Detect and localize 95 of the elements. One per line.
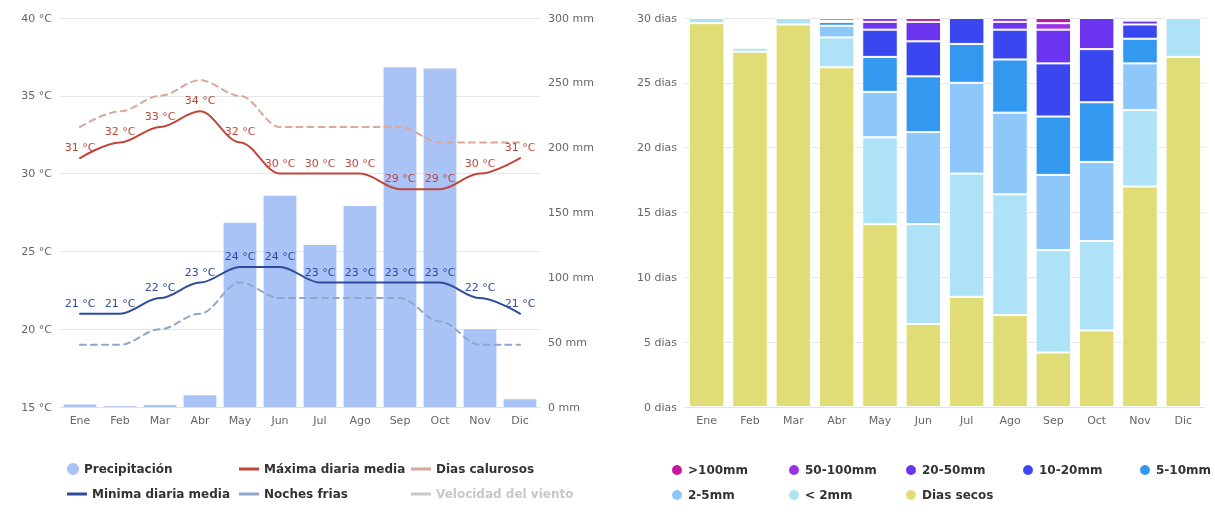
- legend-label: Minima diaria media: [92, 487, 231, 501]
- y-tick-label: 30 °C: [21, 167, 53, 181]
- x-tick-label: Ene: [69, 414, 91, 427]
- bar: [63, 404, 97, 407]
- legend-label: Dias calurosos: [436, 462, 535, 476]
- data-label: 22 °C: [464, 281, 496, 295]
- x-tick-label: Abr: [190, 414, 210, 427]
- y-tick-label: 20 dias: [636, 141, 678, 155]
- legend-label: < 2mm: [805, 488, 853, 502]
- legend-label: 10-20mm: [1039, 463, 1103, 477]
- y-tick-label: 10 dias: [636, 270, 678, 284]
- x-tick-label: Nov: [1129, 414, 1152, 427]
- x-tick-label: Nov: [469, 414, 492, 427]
- line-series: [79, 265, 521, 315]
- line-series: [79, 281, 521, 346]
- bar: [223, 222, 257, 407]
- y-tick-label: 15 dias: [636, 206, 678, 219]
- data-label: 22 °C: [144, 281, 176, 295]
- x-tick-label: Oct: [430, 414, 451, 427]
- y2-tick-label: 200 mm: [548, 141, 594, 155]
- y2-tick-label: 250 mm: [548, 76, 594, 90]
- x-tick-label: Dic: [511, 414, 529, 427]
- bar: [503, 399, 537, 407]
- y-tick-label: 0 dias: [643, 400, 678, 414]
- legend-label: Dias secos: [922, 488, 994, 502]
- y-tick-label: 30 dias: [636, 11, 678, 25]
- y2-tick-label: 100 mm: [548, 270, 594, 284]
- x-tick-label: Jul: [312, 414, 327, 427]
- x-tick-label: May: [868, 414, 892, 427]
- data-label: 33 °C: [144, 109, 176, 123]
- x-tick-label: Mar: [149, 414, 171, 427]
- data-label: 31 °C: [64, 141, 96, 155]
- data-label: 30 °C: [304, 156, 336, 170]
- data-label: 31 °C: [504, 141, 536, 155]
- legend-label: Precipitación: [84, 462, 173, 476]
- legend-label: 2-5mm: [688, 488, 735, 502]
- x-tick-label: Ago: [999, 414, 1021, 427]
- bar: [343, 206, 377, 407]
- x-tick-label: Ene: [696, 414, 718, 427]
- data-label: 23 °C: [184, 265, 216, 279]
- x-tick-label: Feb: [110, 414, 130, 427]
- bar: [423, 68, 457, 407]
- data-label: 32 °C: [224, 125, 256, 139]
- data-label: 30 °C: [464, 156, 496, 170]
- x-tick-label: Sep: [389, 414, 411, 427]
- line-series: [79, 110, 521, 191]
- y2-tick-label: 50 mm: [548, 335, 587, 349]
- bar: [263, 195, 297, 407]
- y-tick-label: 15 °C: [21, 400, 53, 414]
- x-tick-label: Ago: [349, 414, 371, 427]
- x-tick-label: Sep: [1042, 414, 1064, 427]
- line-series: [79, 79, 521, 144]
- bar: [183, 395, 217, 407]
- data-label: 23 °C: [384, 265, 416, 279]
- data-label: 24 °C: [224, 249, 256, 263]
- legend-label: >100mm: [688, 463, 749, 477]
- data-label: 29 °C: [424, 172, 456, 186]
- legend-label: Noches frias: [264, 487, 348, 501]
- data-label: 32 °C: [104, 125, 136, 139]
- y-tick-label: 25 dias: [636, 76, 678, 90]
- legend-label: Máxima diaria media: [264, 462, 406, 476]
- data-label: 34 °C: [184, 94, 216, 108]
- x-tick-label: Feb: [740, 414, 760, 427]
- bar: [383, 67, 417, 407]
- bar: [303, 244, 337, 407]
- x-tick-label: Oct: [1087, 414, 1107, 427]
- data-label: 30 °C: [344, 156, 376, 170]
- x-tick-label: Jun: [913, 414, 932, 427]
- data-label: 24 °C: [264, 249, 296, 263]
- y-tick-label: 5 dias: [643, 335, 678, 349]
- x-tick-label: Mar: [782, 414, 805, 427]
- y-tick-label: 40 °C: [21, 11, 53, 25]
- bar: [463, 329, 497, 407]
- x-tick-label: May: [228, 414, 252, 427]
- y-tick-label: 20 °C: [21, 322, 53, 336]
- bar: [732, 51, 768, 407]
- y2-tick-label: 300 mm: [548, 11, 594, 25]
- x-tick-label: Abr: [827, 414, 847, 427]
- data-label: 30 °C: [264, 156, 296, 170]
- legend-label: 5-10mm: [1156, 463, 1212, 477]
- y2-tick-label: 150 mm: [548, 206, 594, 219]
- y-tick-label: 35 °C: [21, 89, 53, 103]
- x-tick-label: Jun: [270, 414, 289, 427]
- data-label: 29 °C: [384, 172, 416, 186]
- data-label: 23 °C: [344, 265, 376, 279]
- data-label: 21 °C: [64, 296, 96, 310]
- y-tick-label: 25 °C: [21, 244, 53, 258]
- legend-label: 20-50mm: [922, 463, 986, 477]
- x-tick-label: Dic: [1174, 414, 1193, 427]
- data-label: 23 °C: [424, 265, 456, 279]
- data-label: 21 °C: [104, 296, 136, 310]
- legend-label: 50-100mm: [805, 463, 877, 477]
- y2-tick-label: 0 mm: [548, 400, 580, 414]
- data-label: 23 °C: [304, 265, 336, 279]
- x-tick-label: Jul: [959, 414, 974, 427]
